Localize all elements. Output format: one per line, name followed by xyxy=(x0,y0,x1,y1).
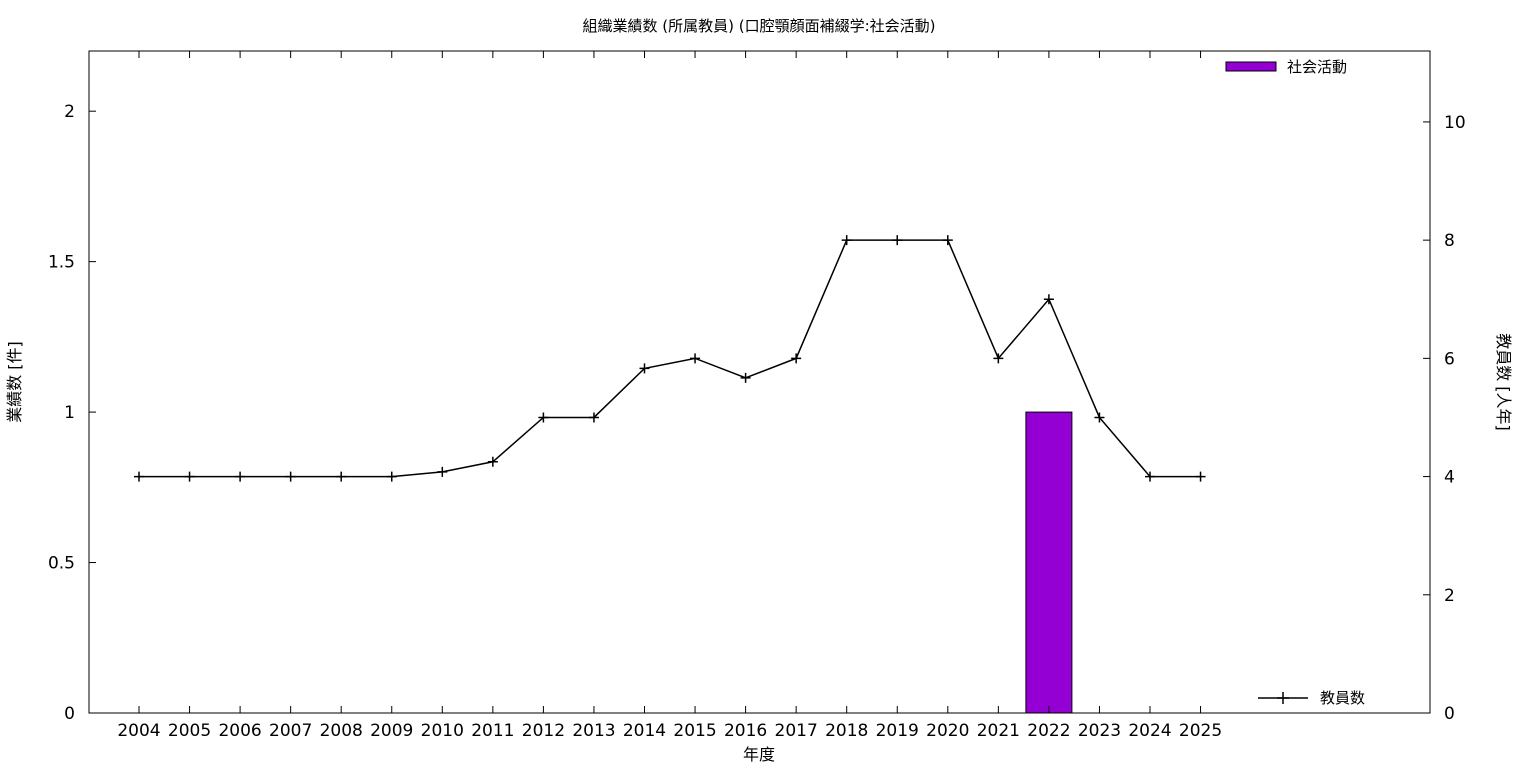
x-tick-label: 2024 xyxy=(1128,721,1171,741)
line-point xyxy=(386,471,397,482)
line-point xyxy=(285,471,296,482)
x-tick-label: 2014 xyxy=(623,721,666,741)
x-tick-label: 2012 xyxy=(522,721,565,741)
x-tick-label: 2011 xyxy=(471,721,514,741)
y2-tick-label: 0 xyxy=(1444,704,1455,724)
bar xyxy=(1025,411,1073,714)
y-axis-label: 業績数 [件] xyxy=(5,341,24,423)
x-tick-label: 2025 xyxy=(1179,721,1222,741)
x-tick-label: 2008 xyxy=(320,721,363,741)
line-point xyxy=(993,353,1004,364)
x-tick-label: 2015 xyxy=(673,721,716,741)
line-point xyxy=(740,372,751,383)
x-tick-label: 2021 xyxy=(977,721,1020,741)
x-tick-label: 2007 xyxy=(269,721,312,741)
x-tick-label: 2013 xyxy=(572,721,615,741)
y2-tick-label: 4 xyxy=(1444,468,1455,488)
x-tick-label: 2018 xyxy=(825,721,868,741)
line-point xyxy=(487,456,498,467)
line-point xyxy=(1043,294,1054,305)
x-axis-label: 年度 xyxy=(743,745,775,764)
y-tick-label: 1.5 xyxy=(48,253,75,273)
line-point xyxy=(538,412,549,423)
legend-line-marker xyxy=(1277,692,1289,704)
legend-bar-label: 社会活動 xyxy=(1287,58,1347,76)
legend-bar: 社会活動 xyxy=(1225,58,1347,76)
line-point xyxy=(588,412,599,423)
line-point xyxy=(1145,471,1155,482)
y2-tick-label: 6 xyxy=(1444,349,1455,369)
plot-frame xyxy=(88,50,1431,714)
x-tick-label: 2022 xyxy=(1027,721,1070,741)
y-tick-label: 2 xyxy=(64,102,75,122)
y2-axis-label: 教員数 [人年] xyxy=(1494,333,1513,431)
y2-tick-label: 2 xyxy=(1444,586,1455,606)
y-tick-label: 1 xyxy=(64,403,75,423)
x-tick-label: 2006 xyxy=(218,721,261,741)
line-point xyxy=(235,471,246,482)
line-point xyxy=(639,363,650,374)
x-tick-label: 2023 xyxy=(1078,721,1121,741)
line-point xyxy=(942,235,953,246)
legend-line: 教員数 xyxy=(1258,689,1365,707)
x-tick-label: 2009 xyxy=(370,721,413,741)
legend-line-label: 教員数 xyxy=(1320,689,1365,707)
y2-tick-label: 8 xyxy=(1444,231,1455,251)
line-point xyxy=(1094,412,1105,423)
line-point xyxy=(184,471,195,482)
x-tick-label: 2016 xyxy=(724,721,767,741)
chart-title: 組織業績数 (所属教員) (口腔顎顔面補綴学:社会活動) xyxy=(582,17,935,35)
x-tick-label: 2019 xyxy=(876,721,919,741)
x-tick-label: 2005 xyxy=(168,721,211,741)
y2-tick-label: 10 xyxy=(1444,113,1466,133)
line-path xyxy=(139,239,1201,478)
line-point xyxy=(336,471,347,482)
line-point xyxy=(841,235,852,246)
x-tick-label: 2017 xyxy=(775,721,818,741)
y-tick-label: 0 xyxy=(64,704,75,724)
bars-layer xyxy=(1025,411,1073,714)
y-tick-label: 0.5 xyxy=(48,554,75,574)
x-tick-label: 2004 xyxy=(117,721,160,741)
line-point xyxy=(1195,471,1206,482)
line-point xyxy=(791,353,802,364)
line-point xyxy=(134,471,144,482)
legend-bar-swatch xyxy=(1225,61,1277,72)
line-point xyxy=(892,235,903,246)
line-point xyxy=(437,466,448,477)
x-tick-label: 2020 xyxy=(926,721,969,741)
line-layer xyxy=(134,235,1206,482)
line-point xyxy=(690,353,701,364)
x-tick-label: 2010 xyxy=(421,721,464,741)
